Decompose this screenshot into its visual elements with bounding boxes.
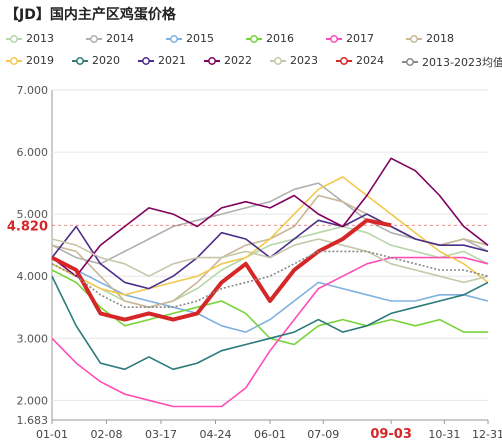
x-tick-label: 10-31 xyxy=(428,428,460,441)
x-tick-label: 01-01 xyxy=(36,428,68,441)
legend-item-2024: 2024 xyxy=(336,54,384,67)
legend-item-2022: 2022 xyxy=(204,54,252,67)
x-tick-label: 02-08 xyxy=(91,428,123,441)
legend-item-2018: 2018 xyxy=(406,32,454,45)
legend-label: 2022 xyxy=(224,54,252,67)
legend-label: 2017 xyxy=(346,32,374,45)
x-tick-label: 09-03 xyxy=(370,427,412,442)
legend-swatch-icon xyxy=(6,56,22,65)
y-tick-label: 2.000 xyxy=(17,394,49,407)
y-tick-label: 6.000 xyxy=(17,146,49,159)
legend-label: 2019 xyxy=(26,54,54,67)
legend-swatch-icon xyxy=(6,34,22,43)
legend-item-2013: 2013 xyxy=(6,32,54,45)
legend-swatch-icon xyxy=(336,56,352,65)
series-line-2017 xyxy=(51,256,489,408)
series-line-2013-2023均值 xyxy=(51,250,489,309)
series-line-2016 xyxy=(51,269,488,346)
legend-swatch-icon xyxy=(72,56,88,65)
series-line-2022 xyxy=(51,157,489,278)
legend-item-2017: 2017 xyxy=(326,32,374,45)
series-line-2023 xyxy=(51,238,489,284)
legend-swatch-icon xyxy=(326,34,342,43)
y-tick-label: 1.683 xyxy=(17,414,49,427)
legend-label: 2020 xyxy=(92,54,120,67)
legend-item-2020: 2020 xyxy=(72,54,120,67)
legend-item-2013-2023均值: 2013-2023均值 xyxy=(402,54,502,70)
x-tick-label: 07-09 xyxy=(307,428,339,441)
legend-item-2021: 2021 xyxy=(138,54,186,67)
x-tick-label: 04-24 xyxy=(200,428,232,441)
chart-title: 【JD】国内主产区鸡蛋价格 xyxy=(5,7,176,23)
legend-label: 2013 xyxy=(26,32,54,45)
legend-item-2019: 2019 xyxy=(6,54,54,67)
x-tick-label: 03-17 xyxy=(145,428,177,441)
legend-item-2014: 2014 xyxy=(86,32,134,45)
legend-label: 2018 xyxy=(426,32,454,45)
legend-item-2023: 2023 xyxy=(270,54,318,67)
series-line-2020 xyxy=(51,275,489,371)
legend-swatch-icon xyxy=(166,34,182,43)
y-tick-label: 3.000 xyxy=(17,332,49,345)
legend-label: 2021 xyxy=(158,54,186,67)
legend-swatch-icon xyxy=(246,34,262,43)
legend-label: 2023 xyxy=(290,54,318,67)
y-tick-label: 7.000 xyxy=(17,84,49,97)
legend-swatch-icon xyxy=(204,56,220,65)
legend-swatch-icon xyxy=(138,56,154,65)
x-tick-label: 06-01 xyxy=(254,428,286,441)
legend-label: 2015 xyxy=(186,32,214,45)
legend-swatch-icon xyxy=(406,34,422,43)
legend-label: 2014 xyxy=(106,32,134,45)
current-value-label: 4.820 xyxy=(7,219,48,234)
legend-item-2015: 2015 xyxy=(166,32,214,45)
legend-swatch-icon xyxy=(402,58,418,66)
legend-label: 2016 xyxy=(266,32,294,45)
x-tick-label: 12-31 xyxy=(472,428,502,441)
series-line-2014 xyxy=(51,182,489,265)
y-tick-label: 5.000 xyxy=(17,208,49,221)
legend-label: 2024 xyxy=(356,54,384,67)
legend-swatch-icon xyxy=(86,34,102,43)
series-line-2024 xyxy=(51,218,392,322)
series-line-2019 xyxy=(51,176,489,296)
legend-label: 2013-2023均值 xyxy=(422,56,502,69)
y-tick-label: 4.000 xyxy=(17,270,49,283)
legend-item-2016: 2016 xyxy=(246,32,294,45)
legend-swatch-icon xyxy=(270,56,286,65)
